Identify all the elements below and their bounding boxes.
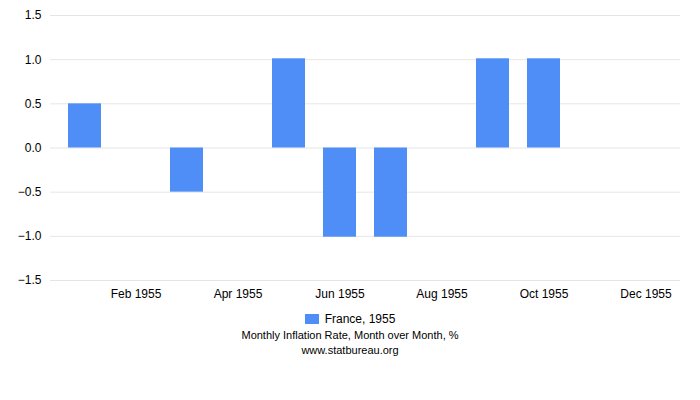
svg-text:−1.0: −1.0: [18, 229, 42, 243]
svg-text:0.0: 0.0: [25, 141, 42, 155]
svg-text:−0.5: −0.5: [18, 185, 42, 199]
html-text:France, 1955: France, 1955: [324, 312, 396, 326]
svg-text:1.5: 1.5: [25, 8, 42, 22]
svg-text:Jun 1955: Jun 1955: [315, 287, 365, 301]
svg-text:Aug 1955: Aug 1955: [416, 287, 468, 301]
svg-text:Feb 1955: Feb 1955: [111, 287, 162, 301]
svg-text:Oct 1955: Oct 1955: [520, 287, 569, 301]
svg-text:Dec 1955: Dec 1955: [620, 287, 672, 301]
svg-text:Apr 1955: Apr 1955: [214, 287, 263, 301]
svg-text:0.5: 0.5: [25, 97, 42, 111]
html-text:Monthly Inflation Rate, Month: Monthly Inflation Rate, Month over Month…: [241, 329, 459, 341]
svg-text:1.0: 1.0: [25, 53, 42, 67]
svg-text:−1.5: −1.5: [18, 273, 42, 287]
html-text:www.statbureau.org: www.statbureau.org: [301, 344, 399, 356]
